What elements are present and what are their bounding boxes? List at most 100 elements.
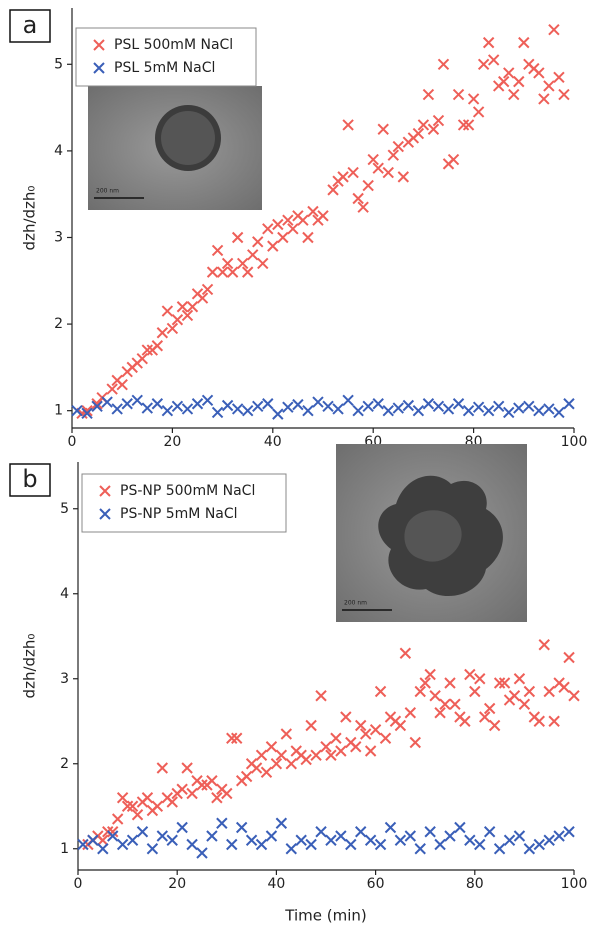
marker-stroke xyxy=(270,758,283,770)
marker-stroke xyxy=(116,378,128,391)
panel-label-box xyxy=(9,9,51,43)
data-point xyxy=(362,400,374,413)
marker-stroke xyxy=(116,838,129,851)
marker-stroke xyxy=(397,171,410,183)
data-point xyxy=(305,719,317,732)
data-point xyxy=(434,838,446,851)
data-point xyxy=(409,736,421,749)
data-point xyxy=(459,715,471,727)
marker-stroke xyxy=(166,322,179,335)
data-point xyxy=(116,378,128,391)
data-point xyxy=(355,826,367,838)
marker-stroke xyxy=(161,305,174,317)
marker-stroke xyxy=(141,402,154,414)
data-point xyxy=(387,149,399,161)
data-point xyxy=(482,404,495,417)
marker-stroke xyxy=(457,119,470,131)
marker-stroke xyxy=(523,400,535,413)
y-tick-label: 2 xyxy=(60,756,69,772)
data-point xyxy=(442,403,455,415)
marker-stroke xyxy=(121,800,134,812)
data-point xyxy=(439,698,451,710)
marker-stroke xyxy=(422,398,435,410)
marker-stroke xyxy=(136,826,149,838)
marker-stroke xyxy=(568,690,580,702)
data-point xyxy=(369,724,382,736)
marker-stroke xyxy=(414,685,426,698)
marker-stroke xyxy=(257,257,269,270)
data-point xyxy=(131,809,144,821)
data-point xyxy=(508,88,520,101)
data-point xyxy=(372,398,384,410)
marker-stroke xyxy=(176,301,189,313)
marker-stroke xyxy=(402,399,415,412)
marker-stroke xyxy=(106,383,118,395)
data-point xyxy=(563,398,575,410)
marker-stroke xyxy=(221,399,234,412)
marker-stroke xyxy=(211,792,223,804)
data-point xyxy=(513,830,526,842)
data-point xyxy=(277,231,289,244)
marker-stroke xyxy=(302,231,314,244)
marker-stroke xyxy=(171,314,184,326)
x-axis-label: Time (min) xyxy=(284,907,366,925)
marker-stroke xyxy=(241,266,254,278)
data-point xyxy=(245,834,258,846)
data-point xyxy=(91,400,103,413)
marker-stroke xyxy=(262,398,274,410)
marker-stroke xyxy=(392,402,405,414)
marker-stroke xyxy=(221,787,233,800)
data-point xyxy=(377,123,389,135)
marker-stroke xyxy=(206,775,218,787)
marker-stroke xyxy=(382,404,394,417)
data-point xyxy=(216,817,228,829)
marker-stroke xyxy=(216,266,229,278)
y-axis-label: dzh/dzh₀ xyxy=(21,186,39,251)
marker-stroke xyxy=(335,830,347,842)
data-point xyxy=(553,406,565,419)
data-point xyxy=(462,404,475,417)
data-point xyxy=(508,690,521,702)
legend-marker xyxy=(99,485,111,497)
data-point xyxy=(479,711,491,723)
marker-stroke xyxy=(459,715,471,727)
data-point xyxy=(392,140,405,153)
marker-stroke xyxy=(156,762,169,774)
marker-stroke xyxy=(247,249,259,261)
data-point xyxy=(310,749,322,761)
legend-marker xyxy=(99,508,111,520)
marker-stroke xyxy=(367,153,379,166)
marker-stroke xyxy=(255,749,268,761)
legend-label: PS-NP 5mM NaCl xyxy=(120,506,238,522)
data-point xyxy=(493,677,506,689)
marker-stroke xyxy=(464,834,476,846)
data-point xyxy=(352,404,364,417)
data-point xyxy=(196,847,208,859)
marker-stroke xyxy=(206,266,219,278)
marker-stroke xyxy=(121,398,133,410)
marker-stroke xyxy=(111,813,124,825)
data-point xyxy=(107,830,119,842)
marker-stroke xyxy=(300,753,312,766)
data-point xyxy=(429,690,441,702)
data-point xyxy=(257,257,269,270)
marker-stroke xyxy=(483,826,496,838)
data-point xyxy=(315,826,327,838)
marker-stroke xyxy=(462,404,475,417)
data-point xyxy=(392,402,405,414)
data-point xyxy=(498,677,511,689)
data-point xyxy=(317,210,329,222)
marker-stroke xyxy=(558,88,570,101)
data-point xyxy=(285,843,297,855)
marker-stroke xyxy=(419,677,431,689)
data-point xyxy=(379,732,392,744)
x-tick-label: 40 xyxy=(264,434,282,450)
marker-stroke xyxy=(231,403,244,415)
marker-stroke xyxy=(372,398,384,410)
data-point xyxy=(503,834,516,846)
marker-stroke xyxy=(543,685,555,698)
marker-stroke xyxy=(211,244,224,257)
data-point xyxy=(247,249,259,261)
marker-stroke xyxy=(325,749,337,761)
marker-stroke xyxy=(355,826,367,838)
